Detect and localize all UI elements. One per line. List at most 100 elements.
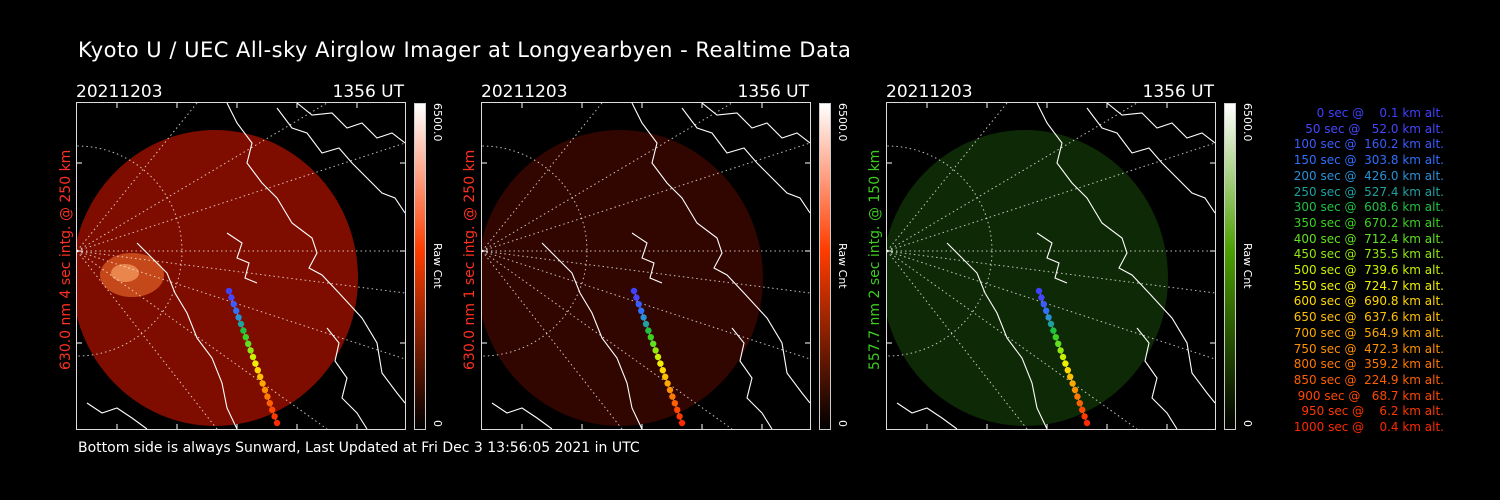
coastline [296, 103, 405, 144]
coastline [326, 327, 368, 429]
legend-row: 950 sec @ 6.2 km alt. [1297, 404, 1444, 419]
trajectory-point [635, 301, 642, 308]
coastline [1136, 327, 1178, 429]
coastline [276, 107, 405, 214]
coastline [631, 232, 663, 284]
panel-1-wavelength-label: 630.0 nm 4 sec intg. @ 250 km [58, 149, 74, 370]
airglow-disk [887, 130, 1168, 426]
imager-panel-2: 20211203 1356 UT [481, 80, 821, 432]
coastline [86, 402, 148, 429]
legend-row: 0 sec @ 0.1 km alt. [1305, 106, 1444, 120]
trajectory-point [1071, 386, 1079, 394]
legend-row: 150 sec @ 303.8 km alt. [1289, 153, 1444, 168]
trajectory-point [269, 406, 276, 413]
trajectory-point [1055, 340, 1062, 347]
trajectory-point [647, 334, 654, 341]
longitude-line [887, 103, 1138, 252]
trajectory-point [266, 400, 273, 407]
trajectory-point [228, 294, 235, 301]
colorbar [414, 103, 426, 430]
trajectory-point [1059, 353, 1067, 361]
longitude-line [887, 103, 1008, 252]
colorbar [819, 103, 831, 430]
coastline [541, 242, 643, 429]
trajectory-point [1069, 380, 1076, 387]
latitude-circle [77, 145, 183, 357]
trajectory-point [652, 347, 659, 354]
coastline [1036, 103, 1215, 404]
legend-row: 1000 sec @ 0.4 km alt. [1293, 420, 1444, 435]
coastline [946, 242, 1048, 429]
trajectory-point [1062, 360, 1069, 367]
airglow-disk [77, 130, 358, 426]
panel-time: 1356 UT [737, 82, 810, 102]
trajectory-point [654, 353, 662, 361]
legend-row: 50 sec @ 52.0 km alt. [1297, 121, 1444, 136]
trajectory-point [1083, 419, 1091, 427]
trajectory-point [662, 373, 669, 380]
longitude-line [482, 103, 733, 252]
footer-note: Bottom side is always Sunward, Last Upda… [78, 440, 640, 456]
trajectory-point [1076, 400, 1083, 407]
imager-panel-1: 20211203 1356 UT [76, 80, 416, 432]
trajectory-legend: 0 sec @ 0.1 km alt. 50 sec @ 52.0 km alt… [1256, 106, 1444, 436]
trajectory-point [240, 327, 247, 334]
longitude-line [887, 250, 1138, 429]
page-title: Kyoto U / UEC All-sky Airglow Imager at … [78, 38, 852, 62]
panel-3-wavelength-label: 557.7 nm 2 sec intg. @ 150 km [867, 149, 883, 370]
longitude-line [482, 250, 810, 294]
trajectory-point [235, 314, 242, 321]
legend-row: 850 sec @ 224.9 km alt. [1289, 372, 1444, 387]
panel-time: 1356 UT [332, 82, 405, 102]
allsky-map [77, 103, 405, 429]
longitude-line [887, 250, 1028, 429]
panel-date: 20211203 [76, 82, 163, 102]
coastline [226, 232, 258, 284]
trajectory-point [630, 287, 638, 295]
trajectory-point [273, 419, 281, 427]
longitude-line [887, 250, 1215, 294]
trajectory-point [1045, 314, 1052, 321]
coastline [681, 107, 810, 214]
legend-row: 300 sec @ 608.6 km alt. [1289, 200, 1444, 215]
legend-row: 800 sec @ 359.2 km alt. [1289, 357, 1444, 372]
trajectory-point [261, 386, 269, 394]
longitude-line [77, 103, 328, 252]
trajectory-point [657, 360, 664, 367]
legend-row: 900 sec @ 68.7 km alt. [1293, 388, 1444, 403]
trajectory-point [1040, 301, 1047, 308]
aurora-core [111, 264, 139, 282]
legend-row: 700 sec @ 564.9 km alt. [1289, 325, 1444, 340]
panel-time: 1356 UT [1142, 82, 1215, 102]
legend-row: 750 sec @ 472.3 km alt. [1289, 341, 1444, 356]
colorbar-max-label: 6500.0 [1241, 103, 1254, 142]
trajectory-point [271, 413, 278, 420]
trajectory-point [1079, 406, 1086, 413]
trajectory-point [1038, 294, 1045, 301]
trajectory-point [1064, 367, 1071, 374]
legend-row: 400 sec @ 712.4 km alt. [1289, 231, 1444, 246]
trajectory-point [1057, 347, 1064, 354]
legend-row: 450 sec @ 735.5 km alt. [1289, 247, 1444, 262]
coastline [136, 242, 238, 429]
trajectory-point [638, 307, 645, 314]
trajectory-point [674, 406, 681, 413]
coastline [731, 327, 773, 429]
longitude-line [482, 103, 603, 252]
coastline [701, 103, 810, 144]
trajectory-point [676, 413, 683, 420]
coastline [491, 402, 553, 429]
airglow-disk [482, 130, 763, 426]
allsky-image-frame [76, 102, 406, 430]
trajectory-point [264, 393, 271, 400]
legend-row: 500 sec @ 739.6 km alt. [1289, 263, 1444, 278]
trajectory-point [1035, 287, 1043, 295]
legend-row: 200 sec @ 426.0 km alt. [1289, 168, 1444, 183]
trajectory-point [633, 294, 640, 301]
latitude-circle [482, 145, 588, 357]
trajectory-point [1047, 320, 1055, 328]
trajectory-point [1067, 373, 1074, 380]
legend-row: 250 sec @ 527.4 km alt. [1289, 184, 1444, 199]
trajectory-point [252, 360, 259, 367]
panel-date: 20211203 [481, 82, 568, 102]
